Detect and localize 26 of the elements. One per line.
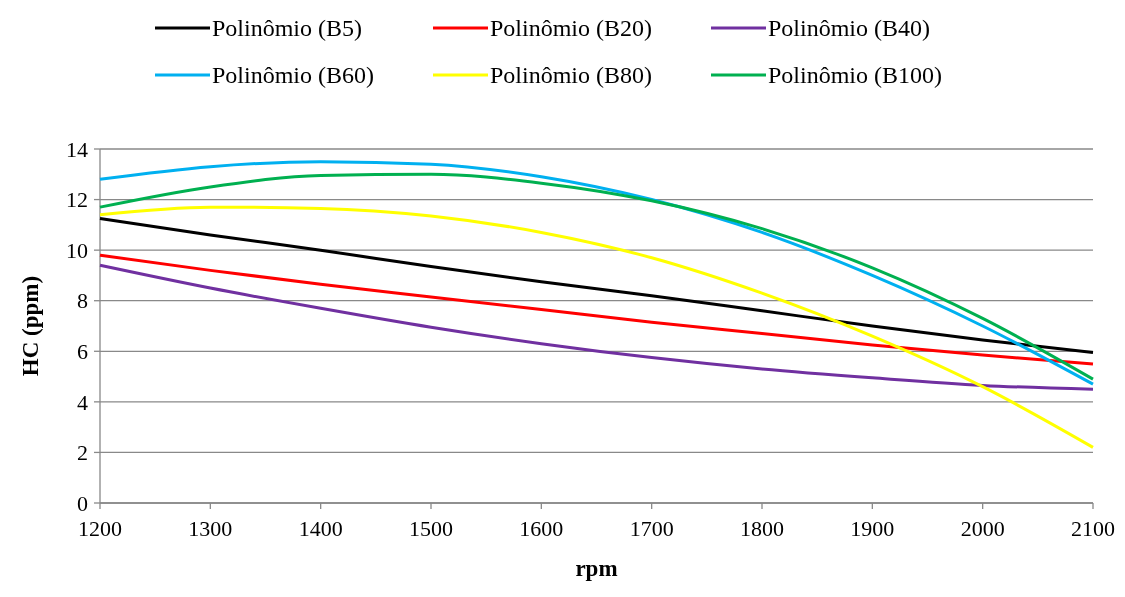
y-tick-label: 6 <box>77 338 88 364</box>
legend-label: Polinômio (B80) <box>490 62 653 89</box>
y-tick-label: 8 <box>77 288 88 314</box>
legend-label: Polinômio (B60) <box>212 62 375 89</box>
x-axis-title: rpm <box>575 556 618 581</box>
y-tick-label: 12 <box>66 187 88 213</box>
x-tick-label: 2100 <box>1071 516 1115 541</box>
x-tick-label: 1300 <box>188 516 233 541</box>
x-tick-label: 1600 <box>519 516 564 541</box>
x-tick-label: 1400 <box>298 516 343 541</box>
y-tick-label: 10 <box>66 237 88 263</box>
x-tick-label: 1500 <box>409 516 453 541</box>
y-tick-label: 14 <box>66 136 88 162</box>
x-tick-label: 1700 <box>629 516 674 541</box>
y-axis-title: HC (ppm) <box>18 275 43 377</box>
legend-label: Polinômio (B5) <box>212 15 363 42</box>
legend-label: Polinômio (B40) <box>768 15 931 42</box>
y-tick-label: 4 <box>77 389 88 415</box>
y-tick-label: 0 <box>77 490 88 516</box>
x-tick-label: 1800 <box>740 516 784 541</box>
x-tick-label: 2000 <box>960 516 1005 541</box>
legend-label: Polinômio (B20) <box>490 15 653 42</box>
legend-label: Polinômio (B100) <box>768 62 943 89</box>
y-tick-label: 2 <box>77 440 88 466</box>
x-tick-label: 1900 <box>850 516 895 541</box>
x-tick-label: 1200 <box>78 516 122 541</box>
